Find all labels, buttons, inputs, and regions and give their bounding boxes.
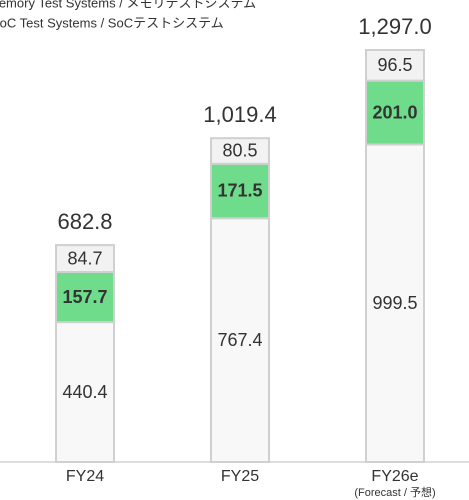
x-tick-label: FY25	[221, 468, 259, 485]
data-label: 96.5	[377, 55, 412, 75]
legend-label: Memory Test Systems / メモリテストシステム	[0, 0, 256, 10]
data-label: 999.5	[372, 293, 417, 313]
x-tick-label: FY26e	[371, 468, 418, 485]
bar-segment	[210, 162, 270, 220]
total-label: 682.8	[57, 209, 112, 234]
data-label: 201.0	[372, 102, 417, 122]
bar-segment	[55, 271, 115, 324]
data-label: 84.7	[67, 248, 102, 268]
bar-segment	[210, 137, 270, 165]
annotation: (Forecast / 予想)	[354, 485, 435, 499]
data-label: 767.4	[217, 330, 262, 350]
total-label: 1,297.0	[358, 14, 431, 39]
bar-segment	[365, 49, 425, 82]
total-label: 1,019.4	[203, 102, 276, 127]
x-tick-label: FY24	[66, 468, 104, 485]
bar-segment	[55, 321, 115, 463]
bar-segment	[365, 79, 425, 146]
bar-segment	[55, 244, 115, 274]
data-label: 440.4	[62, 382, 107, 402]
legend-label: SoC Test Systems / SoCテストシステム	[0, 15, 224, 30]
data-label: 171.5	[217, 181, 262, 201]
bar-segment	[365, 143, 425, 464]
bar-segment	[210, 217, 270, 463]
data-label: 157.7	[62, 287, 107, 307]
data-label: 80.5	[222, 141, 257, 161]
